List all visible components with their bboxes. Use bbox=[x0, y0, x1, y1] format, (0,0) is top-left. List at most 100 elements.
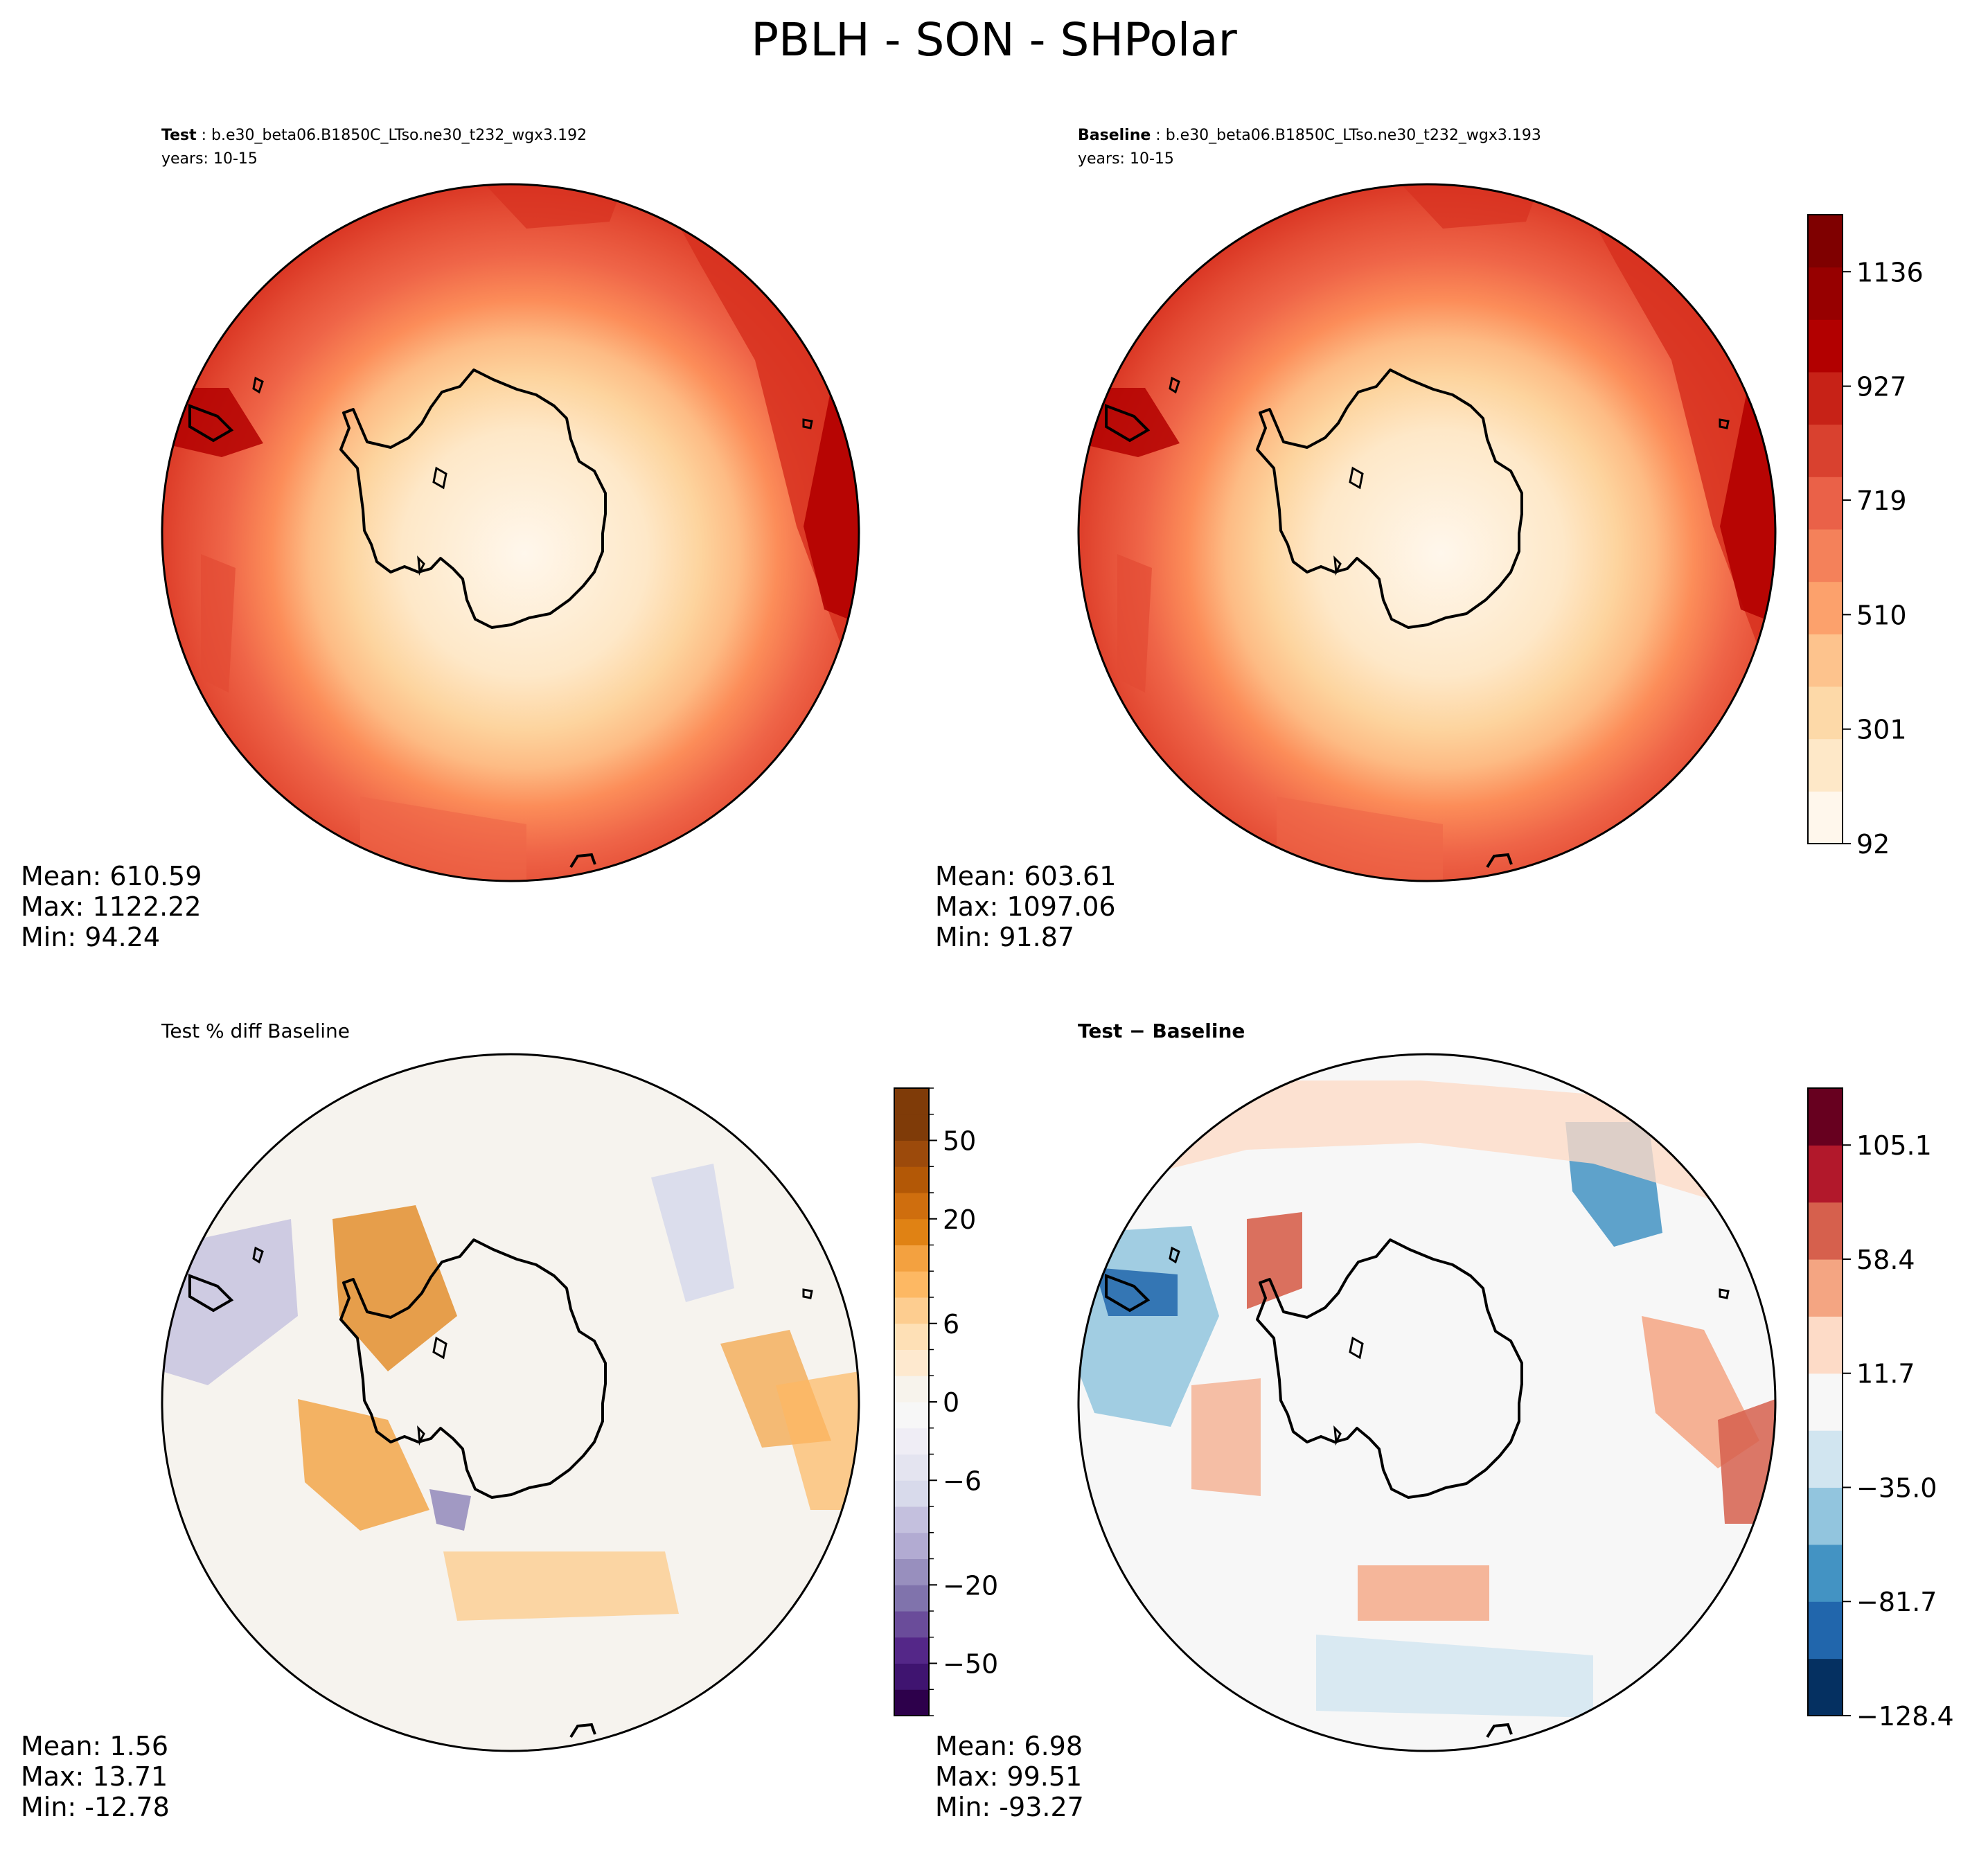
colorbar-band bbox=[1808, 477, 1843, 530]
map-test bbox=[162, 184, 859, 881]
colorbar-tick-label: 6 bbox=[943, 1309, 959, 1340]
colorbar-tick-label: 510 bbox=[1856, 600, 1907, 630]
stat-max: Max: 13.71 bbox=[21, 1761, 168, 1792]
colorbar-band bbox=[1808, 1088, 1843, 1146]
colorbar-band bbox=[1808, 1259, 1843, 1317]
colorbar-band bbox=[1808, 1487, 1843, 1545]
colorbar-band bbox=[1808, 1430, 1843, 1488]
colorbar-band bbox=[894, 1193, 929, 1220]
figure-title: PBLH - SON - SHPolar bbox=[751, 13, 1237, 66]
colorbar-band bbox=[1808, 581, 1843, 634]
colorbar-band bbox=[894, 1506, 929, 1533]
colorbar-band bbox=[894, 1558, 929, 1585]
colorbar-band bbox=[894, 1088, 929, 1115]
colorbar-band bbox=[1808, 215, 1843, 268]
colorbar-band bbox=[894, 1245, 929, 1272]
stat-mean: Mean: 6.98 bbox=[935, 1731, 1083, 1761]
stat-min: Min: 91.87 bbox=[935, 922, 1074, 952]
panel-title-label: Baseline bbox=[1078, 127, 1151, 144]
colorbar-band bbox=[894, 1427, 929, 1455]
colorbar-band bbox=[1808, 738, 1843, 792]
colorbar-tick-label: −81.7 bbox=[1856, 1587, 1937, 1617]
colorbar-band bbox=[1808, 267, 1843, 320]
colorbar-band bbox=[1808, 319, 1843, 373]
stat-max: Max: 1122.22 bbox=[21, 891, 202, 922]
panel-title-case: : b.e30_beta06.B1850C_LTso.ne30_t232_wgx… bbox=[197, 127, 587, 144]
colorbar-band bbox=[894, 1454, 929, 1481]
panel-title-difference: Test − Baseline bbox=[1078, 1020, 1245, 1042]
map-boundary bbox=[1077, 1053, 1777, 1752]
colorbar-band bbox=[894, 1271, 929, 1298]
colorbar-tick-label: −20 bbox=[943, 1570, 998, 1601]
colorbar-band bbox=[1808, 634, 1843, 687]
panel-years: years: 10-15 bbox=[161, 150, 258, 168]
colorbar-band bbox=[894, 1663, 929, 1690]
map-baseline bbox=[1079, 184, 1775, 881]
colorbar-band bbox=[894, 1140, 929, 1167]
colorbar-band bbox=[1808, 424, 1843, 477]
colorbar-band bbox=[1808, 1145, 1843, 1203]
colorbar-tick-label: 92 bbox=[1856, 829, 1890, 860]
colorbar-band bbox=[894, 1114, 929, 1141]
panel-title-case: : b.e30_beta06.B1850C_LTso.ne30_t232_wgx… bbox=[1151, 127, 1541, 144]
colorbar-band bbox=[894, 1689, 929, 1716]
colorbar-band bbox=[894, 1297, 929, 1324]
panel-baseline: Baseline : b.e30_beta06.B1850C_LTso.ne30… bbox=[935, 127, 1777, 952]
colorbar-band bbox=[1808, 1544, 1843, 1602]
map-boundary bbox=[1077, 183, 1777, 882]
colorbar-tick-label: −6 bbox=[943, 1466, 982, 1496]
colorbar-band bbox=[894, 1611, 929, 1638]
colorbar-percent-diff: −50 −20 −6 0 6 20 50 bbox=[894, 1087, 998, 1716]
panel-test: Test : b.e30_beta06.B1850C_LTso.ne30_t23… bbox=[21, 127, 860, 952]
colorbar-frame bbox=[1807, 214, 1843, 844]
colorbar-band bbox=[1808, 1601, 1843, 1660]
colorbar-band bbox=[1808, 372, 1843, 425]
colorbar-absolute: 92 301 510 719 927 1136 bbox=[1807, 214, 1924, 860]
panel-years: years: 10-15 bbox=[1078, 150, 1174, 168]
colorbar-band bbox=[894, 1218, 929, 1245]
colorbar-band bbox=[894, 1637, 929, 1664]
panel-difference: Test − Baseline Mean: 6.98 Max: 99.51 Mi… bbox=[935, 1020, 1777, 1822]
colorbar-tick-label: −50 bbox=[943, 1649, 998, 1680]
stat-mean: Mean: 610.59 bbox=[21, 861, 202, 891]
panel-title-baseline: Baseline : b.e30_beta06.B1850C_LTso.ne30… bbox=[1078, 127, 1541, 144]
stat-min: Min: 94.24 bbox=[21, 922, 160, 952]
colorbar-tick-label: 719 bbox=[1856, 486, 1907, 516]
map-percent-diff bbox=[162, 1054, 859, 1751]
colorbar-band bbox=[894, 1376, 929, 1403]
colorbar-band bbox=[1808, 1373, 1843, 1431]
map-boundary bbox=[161, 183, 860, 882]
stat-mean: Mean: 1.56 bbox=[21, 1731, 168, 1761]
colorbar-tick-label: 50 bbox=[943, 1126, 976, 1157]
stat-max: Max: 1097.06 bbox=[935, 891, 1116, 922]
colorbar-difference: −128.4 −81.7 −35.0 11.7 58.4 105.1 bbox=[1807, 1087, 1954, 1732]
colorbar-band bbox=[1808, 791, 1843, 844]
colorbar-tick-label: 301 bbox=[1856, 715, 1907, 745]
colorbar-tick-label: 105.1 bbox=[1856, 1130, 1932, 1161]
map-boundary bbox=[161, 1053, 860, 1752]
stat-min: Min: -93.27 bbox=[935, 1792, 1084, 1822]
colorbar-band bbox=[1808, 1316, 1843, 1374]
colorbar-band bbox=[894, 1585, 929, 1612]
stat-mean: Mean: 603.61 bbox=[935, 861, 1116, 891]
colorbar-band bbox=[894, 1166, 929, 1193]
colorbar-tick-label: 1136 bbox=[1856, 257, 1924, 287]
colorbar-tick-label: 20 bbox=[943, 1204, 976, 1235]
panel-title-percent-diff: Test % diff Baseline bbox=[161, 1020, 350, 1042]
colorbar-band bbox=[894, 1480, 929, 1507]
colorbar-tick-label: −128.4 bbox=[1856, 1701, 1954, 1732]
colorbar-band bbox=[894, 1349, 929, 1376]
stat-max: Max: 99.51 bbox=[935, 1761, 1082, 1792]
panel-title-label: Test bbox=[161, 127, 197, 144]
colorbar-band bbox=[894, 1402, 929, 1429]
colorbar-tick-label: −35.0 bbox=[1856, 1473, 1937, 1503]
colorbar-tick-label: 927 bbox=[1856, 372, 1907, 402]
map-difference bbox=[1079, 1054, 1775, 1751]
colorbar-band bbox=[894, 1323, 929, 1350]
colorbar-band bbox=[1808, 1658, 1843, 1716]
colorbar-tick-label: 11.7 bbox=[1856, 1359, 1915, 1389]
colorbar-band bbox=[894, 1532, 929, 1559]
panel-title-test: Test : b.e30_beta06.B1850C_LTso.ne30_t23… bbox=[161, 127, 587, 144]
colorbar-tick-label: 0 bbox=[943, 1387, 959, 1418]
